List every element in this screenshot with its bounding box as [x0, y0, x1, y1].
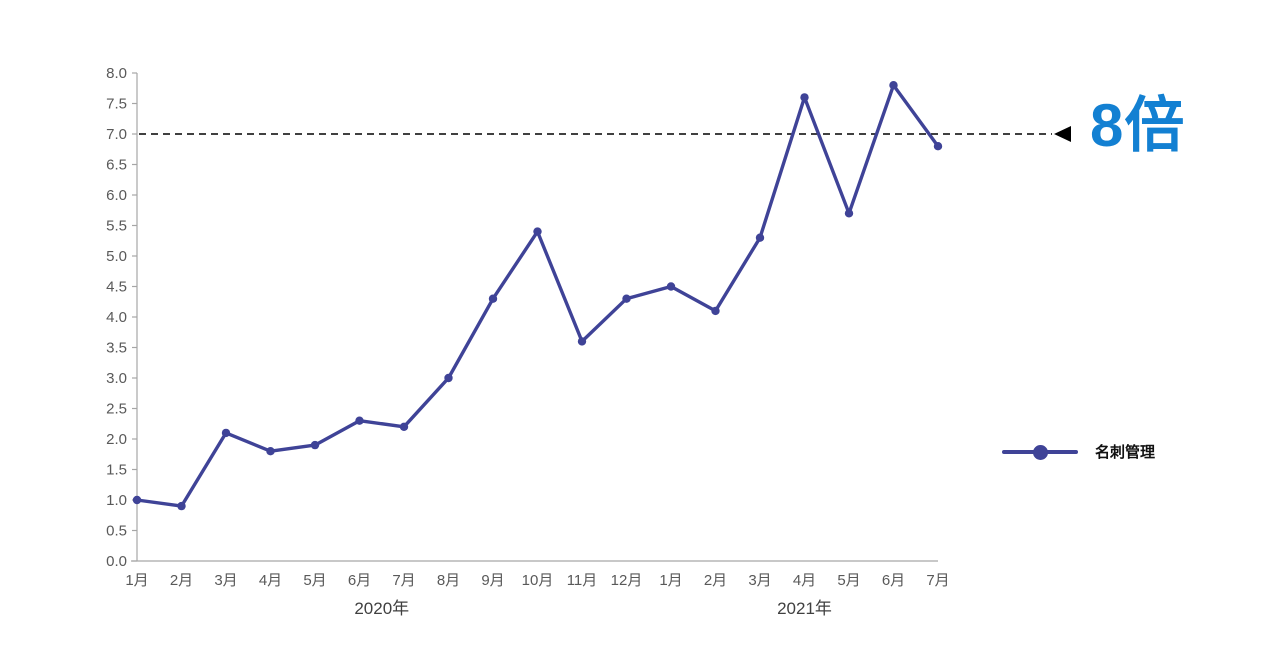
- y-tick-label: 2.0: [106, 431, 127, 448]
- legend-dot-icon: [1033, 444, 1048, 460]
- data-point-marker: [355, 416, 364, 425]
- x-tick-label: 3月: [214, 572, 237, 589]
- data-point-marker: [221, 428, 231, 438]
- y-tick-label: 2.5: [106, 401, 127, 418]
- data-point-marker: [711, 306, 720, 316]
- x-tick-label: 3月: [748, 572, 771, 589]
- x-tick-label: 7月: [926, 572, 949, 589]
- left-arrowhead-icon: [1054, 126, 1071, 142]
- data-point-marker: [444, 373, 453, 383]
- year-label: 2021年: [777, 599, 832, 618]
- y-tick-label: 3.5: [106, 340, 127, 357]
- x-tick-label: 10月: [522, 572, 554, 589]
- legend-line-marker-icon: [1002, 443, 1078, 461]
- series-line: [135, 83, 940, 508]
- y-tick-label: 1.5: [106, 462, 127, 479]
- x-tick-label: 6月: [348, 572, 371, 589]
- data-point-marker: [666, 282, 676, 291]
- data-point-marker: [399, 422, 409, 431]
- x-tick-label: 11月: [567, 572, 598, 589]
- y-tick-label: 6.0: [106, 187, 127, 204]
- data-point-marker: [266, 447, 275, 456]
- y-tick-label: 7.5: [106, 96, 127, 113]
- x-tick-label: 1月: [125, 572, 148, 589]
- y-tick-label: 4.0: [106, 309, 127, 326]
- y-tick-label: 7.0: [106, 126, 127, 143]
- data-point-marker: [622, 294, 631, 303]
- y-tick-label: 6.5: [106, 157, 127, 174]
- data-point-marker: [800, 93, 809, 102]
- reference-annotation-label: 8倍: [1090, 92, 1186, 159]
- x-tick-label: 5月: [303, 572, 326, 589]
- legend-label: 名刺管理: [1095, 444, 1156, 461]
- y-tick-label: 0.5: [106, 523, 127, 540]
- data-point-marker: [488, 294, 498, 303]
- y-tick-label: 5.5: [106, 218, 127, 235]
- data-point-marker: [889, 81, 898, 90]
- y-tick-label: 4.5: [106, 279, 127, 296]
- y-tick-label: 8.0: [106, 65, 127, 82]
- year-label: 2020年: [354, 599, 409, 618]
- x-tick-label: 6月: [882, 572, 905, 589]
- data-point-marker: [310, 440, 320, 450]
- y-tick-label: 0.0: [106, 553, 127, 570]
- data-point-marker: [933, 142, 943, 151]
- x-tick-label: 4月: [259, 572, 282, 589]
- data-point-marker: [533, 227, 542, 236]
- x-tick-label: 4月: [793, 572, 816, 589]
- y-tick-label: 3.0: [106, 370, 127, 387]
- x-tick-label: 7月: [392, 572, 415, 589]
- data-point-marker: [177, 501, 186, 511]
- x-tick-label: 2月: [170, 572, 193, 589]
- y-tick-label: 1.0: [106, 492, 127, 509]
- x-tick-label: 1月: [659, 572, 682, 589]
- data-point-marker: [755, 233, 765, 242]
- legend: 名刺管理: [1002, 441, 1155, 462]
- data-point-marker: [577, 337, 587, 346]
- x-tick-label: 2月: [704, 572, 727, 589]
- x-tick-label: 12月: [611, 572, 643, 589]
- data-point-marker: [844, 209, 854, 218]
- x-tick-label: 9月: [481, 572, 504, 589]
- data-point-marker: [132, 495, 142, 505]
- x-tick-label: 5月: [837, 572, 860, 589]
- y-tick-label: 5.0: [106, 248, 127, 265]
- x-tick-label: 8月: [437, 572, 460, 589]
